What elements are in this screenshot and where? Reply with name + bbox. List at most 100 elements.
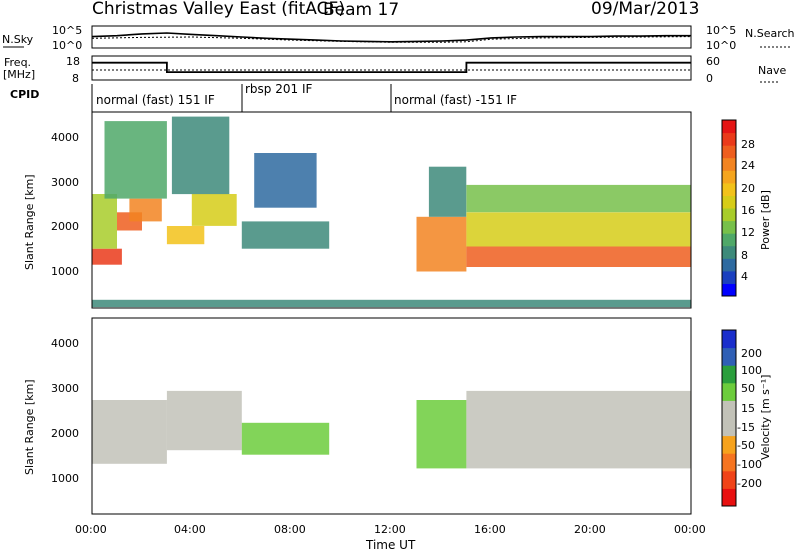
power-cbar-tick-28: 28 <box>741 138 755 151</box>
vel-cells-region-4 <box>466 390 691 469</box>
power-cells-region-4 <box>104 121 167 199</box>
power-cells-region-6 <box>191 194 237 226</box>
power-cells-region-8 <box>241 221 330 249</box>
vel-colorbar-swatch-3 <box>722 435 736 454</box>
power-colorbar-swatch-7 <box>722 195 736 209</box>
freq-label: Freq. <box>4 56 31 69</box>
vel-colorbar-swatch-1 <box>722 470 736 489</box>
nave-tick-bottom: 0 <box>706 72 713 85</box>
xtick-0400: 04:00 <box>174 523 206 536</box>
power-cells-region-10 <box>416 216 467 272</box>
power-cells-region-7 <box>171 116 230 195</box>
xtick-2400: 00:00 <box>674 523 706 536</box>
velocity-y-axis: 1000 2000 3000 4000 <box>51 337 79 485</box>
nsky-label: N.Sky <box>2 33 34 46</box>
vel-cbar-tick-m15: -15 <box>737 421 755 434</box>
vel-colorbar-swatch-0 <box>722 488 736 507</box>
vel-cbar-tick-50: 50 <box>741 382 755 395</box>
power-colorbar-swatch-13 <box>722 120 736 134</box>
nsearch-label: N.Search <box>745 27 795 40</box>
velocity-colorbar-label: Velocity [m s⁻¹] <box>759 375 772 460</box>
vel-cells-region-1 <box>166 390 242 451</box>
power-ytick-4000: 4000 <box>51 131 79 144</box>
nsky-series-line <box>91 32 691 43</box>
vel-cbar-tick-m200: -200 <box>737 477 762 490</box>
power-cbar-tick-20: 20 <box>741 182 755 195</box>
vel-colorbar-swatch-4 <box>722 418 736 437</box>
vel-cells-region-0 <box>92 400 167 464</box>
power-colorbar-swatch-11 <box>722 145 736 159</box>
power-cbar-tick-8: 8 <box>741 249 748 262</box>
power-colorbar-swatch-9 <box>722 170 736 184</box>
power-cells-region-12 <box>466 246 691 267</box>
power-cells-region-13 <box>466 212 691 247</box>
power-ytick-1000: 1000 <box>51 265 79 278</box>
power-cells-region-14 <box>466 184 691 213</box>
power-y-axis: 1000 2000 3000 4000 <box>51 131 79 278</box>
noise-right-tick-top: 10^5 <box>706 24 736 37</box>
power-cells-region-11 <box>428 166 467 217</box>
power-cbar-tick-16: 16 <box>741 204 755 217</box>
beam-title: Beam 17 <box>323 0 399 20</box>
vel-cells-region-2 <box>241 422 330 455</box>
power-colorbar-swatch-8 <box>722 182 736 196</box>
power-colorbar-swatch-3 <box>722 245 736 259</box>
velocity-panel: 1000 2000 3000 4000 Slant Range [km] Vel… <box>23 317 772 515</box>
vel-ytick-4000: 4000 <box>51 337 79 350</box>
nsearch-series-line <box>91 36 692 43</box>
power-cbar-tick-24: 24 <box>741 159 755 172</box>
time-axis: 00:00 04:00 08:00 12:00 16:00 20:00 00:0… <box>75 523 706 552</box>
velocity-heatmap <box>92 390 691 469</box>
vel-colorbar-frame <box>721 329 737 507</box>
power-panel: 1000 2000 3000 4000 Slant Range [km] Pow… <box>23 111 772 309</box>
power-ylabel: Slant Range [km] <box>23 174 36 270</box>
power-colorbar-swatch-5 <box>722 220 736 234</box>
vel-colorbar-swatch-6 <box>722 382 736 401</box>
vel-ytick-3000: 3000 <box>51 382 79 395</box>
freq-panel: Freq. [MHz] 18 8 60 0 Nave <box>3 55 786 85</box>
power-colorbar-swatch-10 <box>722 157 736 171</box>
vel-cbar-tick-m50: -50 <box>737 439 755 452</box>
power-cells-region-1 <box>92 194 117 249</box>
vel-colorbar-swatch-2 <box>722 453 736 472</box>
power-colorbar-ticks: 28 24 20 16 12 8 4 <box>741 138 755 283</box>
freq-tick-top: 18 <box>66 55 80 68</box>
cpid-row: CPID normal (fast) 151 IF rbsp 201 IF no… <box>10 82 517 112</box>
power-heatmap <box>92 116 691 308</box>
xtick-1600: 16:00 <box>474 523 506 536</box>
noise-panel: N.Sky 10^5 10^0 10^5 10^0 N.Search <box>2 24 795 52</box>
vel-ytick-1000: 1000 <box>51 472 79 485</box>
station-title: Christmas Valley East (fitACF) <box>92 0 345 19</box>
power-cells-region-9 <box>254 153 317 208</box>
xtick-0000: 00:00 <box>75 523 107 536</box>
velocity-colorbar-ticks: 200 100 50 15 -15 -50 -100 -200 <box>737 347 762 490</box>
power-cells-region-3 <box>129 198 162 222</box>
vel-colorbar-swatch-9 <box>722 330 736 349</box>
power-colorbar <box>721 119 737 297</box>
power-colorbar-swatch-1 <box>722 270 736 284</box>
power-colorbar-swatch-6 <box>722 208 736 222</box>
xtick-0800: 08:00 <box>274 523 306 536</box>
power-cells-region-0 <box>92 248 122 265</box>
freq-series-line <box>92 61 691 73</box>
noise-left-tick-bottom: 10^0 <box>52 39 82 52</box>
power-cells-region-15 <box>92 299 691 308</box>
velocity-ylabel: Slant Range [km] <box>23 379 36 475</box>
vel-cells-region-3 <box>416 400 467 469</box>
vel-cbar-tick-200: 200 <box>741 347 762 360</box>
power-cells-region-5 <box>166 226 205 245</box>
vel-colorbar-swatch-5 <box>722 400 736 419</box>
nave-label: Nave <box>758 64 786 77</box>
noise-right-tick-bottom: 10^0 <box>706 39 736 52</box>
power-colorbar-swatch-2 <box>722 258 736 272</box>
date-title: 09/Mar/2013 <box>591 0 699 19</box>
power-colorbar-frame <box>721 119 737 297</box>
vel-ytick-2000: 2000 <box>51 427 79 440</box>
cpid-segment-1: normal (fast) 151 IF <box>96 93 215 107</box>
power-cbar-tick-12: 12 <box>741 226 755 239</box>
power-ytick-3000: 3000 <box>51 176 79 189</box>
power-ytick-2000: 2000 <box>51 220 79 233</box>
power-colorbar-label: Power [dB] <box>759 190 772 250</box>
vel-cbar-tick-15: 15 <box>741 402 755 415</box>
